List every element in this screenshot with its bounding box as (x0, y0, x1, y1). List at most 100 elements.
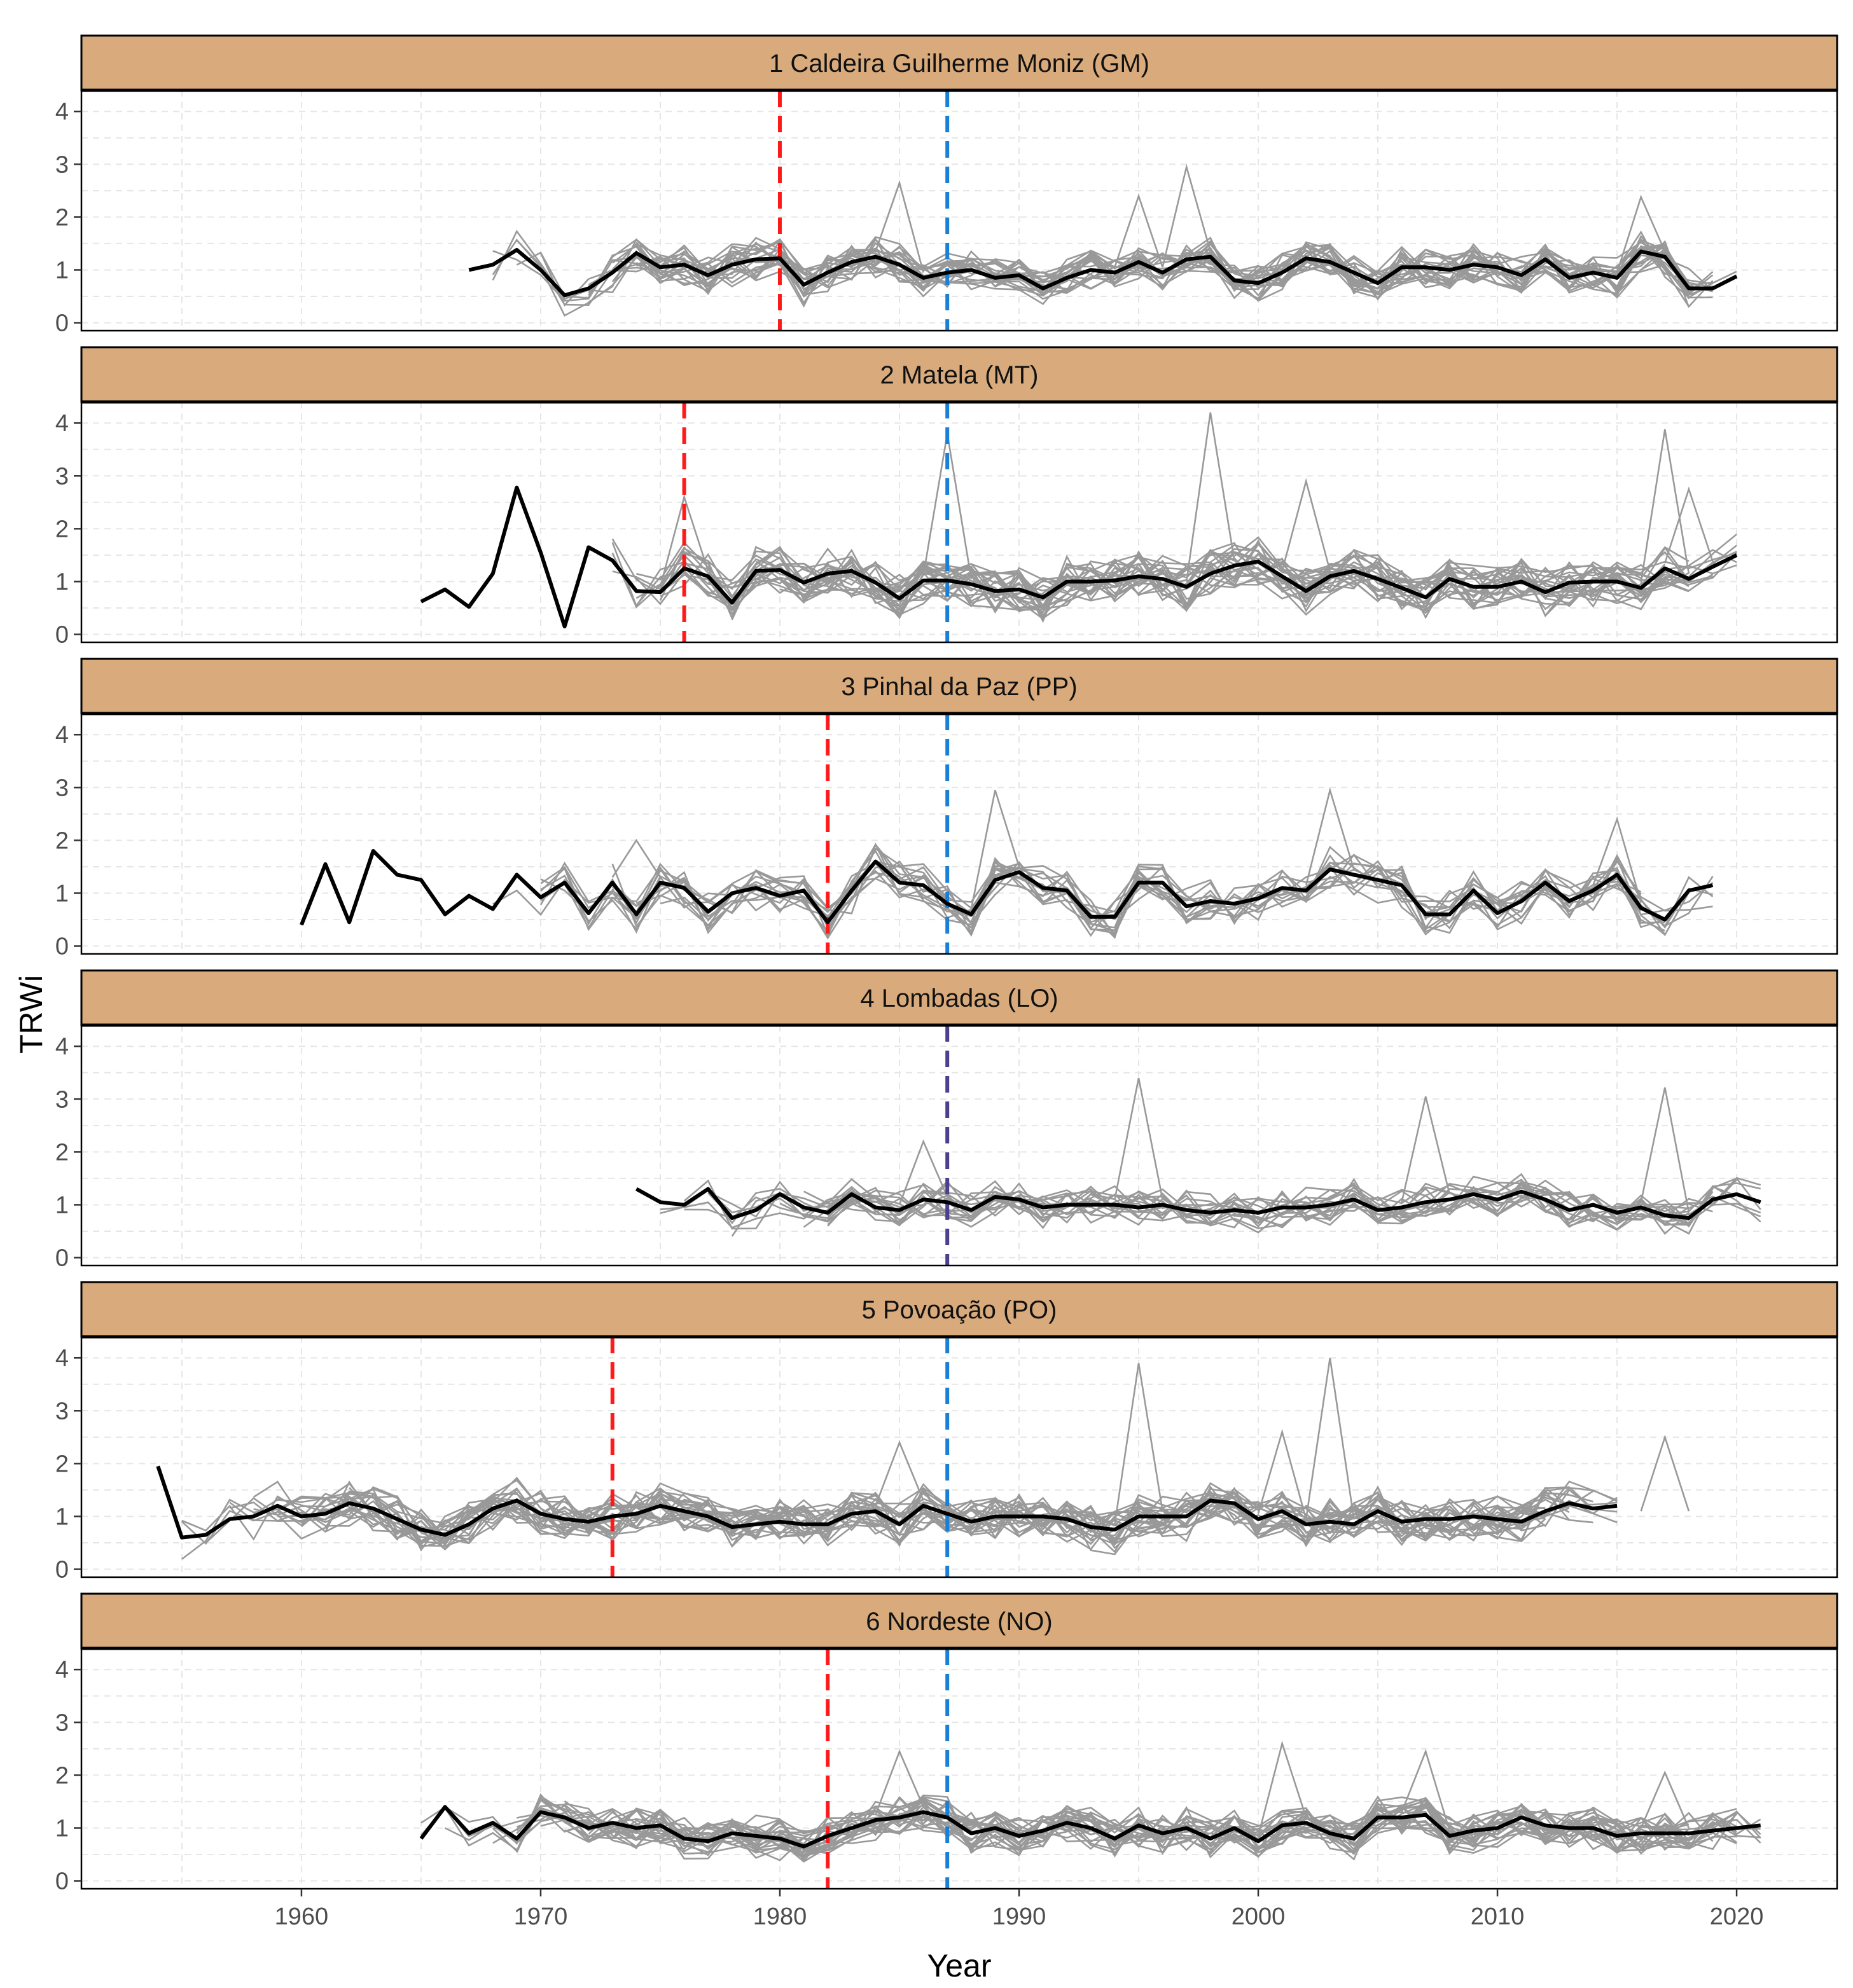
tree-series-line (420, 1804, 1713, 1855)
x-tick-label: 2010 (1471, 1903, 1525, 1930)
y-tick-label: 3 (55, 1398, 69, 1425)
tree-series-spike (1114, 1077, 1163, 1200)
tree-series-line (540, 1794, 1714, 1858)
chronology-line (468, 247, 1738, 298)
x-tick-label: 2020 (1710, 1903, 1764, 1930)
panel-title: 6 Nordeste (NO) (866, 1608, 1052, 1636)
panel-strip (80, 34, 1838, 92)
y-tick-label: 3 (55, 151, 69, 178)
tree-series-spike (659, 494, 709, 588)
y-tick-label: 4 (55, 410, 69, 437)
chronology-line (300, 849, 1714, 926)
tree-series-line (779, 547, 1665, 608)
panel-background (81, 402, 1837, 642)
x-tick-label: 1960 (275, 1903, 329, 1930)
tree-series-line (683, 1179, 1690, 1234)
y-tick-label: 2 (55, 516, 69, 542)
y-tick-label: 2 (55, 1451, 69, 1477)
tree-series-spike (898, 1139, 948, 1205)
tree-series-line (492, 1804, 1690, 1854)
tree-series-spike (1281, 478, 1331, 572)
tree-series-spike (1640, 1087, 1690, 1213)
tree-series-line (803, 1173, 1738, 1228)
panel-title: 5 Povoação (PO) (862, 1296, 1057, 1324)
y-tick-label: 2 (55, 1762, 69, 1789)
tree-series-line (492, 244, 1714, 302)
tree-series-spike (970, 790, 1020, 909)
y-tick-label: 0 (55, 310, 69, 337)
tree-series-line (492, 1793, 1737, 1853)
y-tick-label: 0 (55, 1868, 69, 1895)
panel-strip (80, 658, 1838, 715)
panel-strip (80, 346, 1838, 403)
tree-series-spike (1305, 787, 1355, 886)
tree-series-line (539, 861, 1690, 937)
panel-strip (80, 1592, 1838, 1650)
tree-series-spike (1401, 1096, 1451, 1203)
tree-series-line (611, 860, 1665, 934)
y-tick-label: 0 (55, 934, 69, 960)
tree-series-spike (1664, 486, 1714, 563)
panel-title: 1 Caldeira Guilherme Moniz (GM) (769, 50, 1149, 78)
y-tick-label: 3 (55, 1709, 69, 1736)
panel-title: 3 Pinhal da Paz (PP) (841, 673, 1077, 701)
x-tick-label: 1980 (753, 1903, 807, 1930)
x-tick-label: 2000 (1232, 1903, 1286, 1930)
y-tick-label: 4 (55, 1033, 69, 1060)
panel-background (81, 1025, 1837, 1266)
panel-strip (80, 969, 1838, 1026)
chronology-line (419, 1805, 1761, 1849)
tree-series-spike (1162, 163, 1212, 268)
tree-series-spike (875, 179, 924, 273)
panel-strip (80, 1281, 1838, 1338)
tree-series-line (660, 242, 1666, 305)
chronology-line (635, 1187, 1761, 1220)
tree-series-line (659, 551, 1713, 608)
panel-title: 4 Lombadas (LO) (860, 984, 1058, 1012)
y-tick-label: 3 (55, 775, 69, 801)
y-tick-label: 4 (55, 722, 69, 749)
tree-series-spike (1305, 1358, 1355, 1519)
tree-series-line (635, 544, 1737, 616)
tree-series-line (731, 549, 1665, 613)
y-tick-label: 0 (55, 1557, 69, 1584)
tree-series-line (707, 1175, 1737, 1226)
panel-background (81, 90, 1837, 331)
tree-series-spike (1616, 195, 1666, 273)
chronology-line (420, 485, 1738, 629)
tree-series-spike (611, 839, 662, 878)
tree-series-spike (1114, 1363, 1163, 1525)
y-tick-label: 0 (55, 622, 69, 649)
panel-background (81, 1337, 1837, 1577)
tree-series-spike (1401, 1749, 1451, 1831)
x-tick-label: 1970 (514, 1903, 568, 1930)
tree-series-spike (1114, 193, 1163, 268)
tree-series-spike (1640, 429, 1690, 583)
tree-series-line (277, 1493, 1546, 1545)
tree-series-line (324, 1479, 1570, 1556)
tree-series-line (516, 1798, 1761, 1858)
y-tick-label: 2 (55, 827, 69, 854)
y-tick-label: 1 (55, 880, 69, 907)
tree-series-spike (1185, 412, 1235, 582)
y-tick-label: 2 (55, 204, 69, 231)
tree-series-spike (1257, 1740, 1307, 1837)
tree-series-line (611, 538, 1737, 620)
y-tick-label: 1 (55, 1815, 69, 1842)
y-tick-label: 2 (55, 1139, 69, 1166)
y-tick-label: 4 (55, 1657, 69, 1683)
panel-background (81, 1648, 1837, 1889)
panel-title: 2 Matela (MT) (880, 361, 1039, 389)
tree-series-spike (1640, 1770, 1690, 1829)
tree-series-line (611, 230, 1737, 302)
y-tick-label: 1 (55, 569, 69, 595)
tree-series-spike (875, 1749, 924, 1816)
y-tick-label: 3 (55, 1086, 69, 1113)
tree-series-spike (1257, 1428, 1307, 1519)
x-tick-label: 1990 (992, 1903, 1046, 1930)
y-tick-label: 1 (55, 257, 69, 284)
y-tick-label: 0 (55, 1245, 69, 1272)
tree-series-line (492, 230, 1714, 300)
